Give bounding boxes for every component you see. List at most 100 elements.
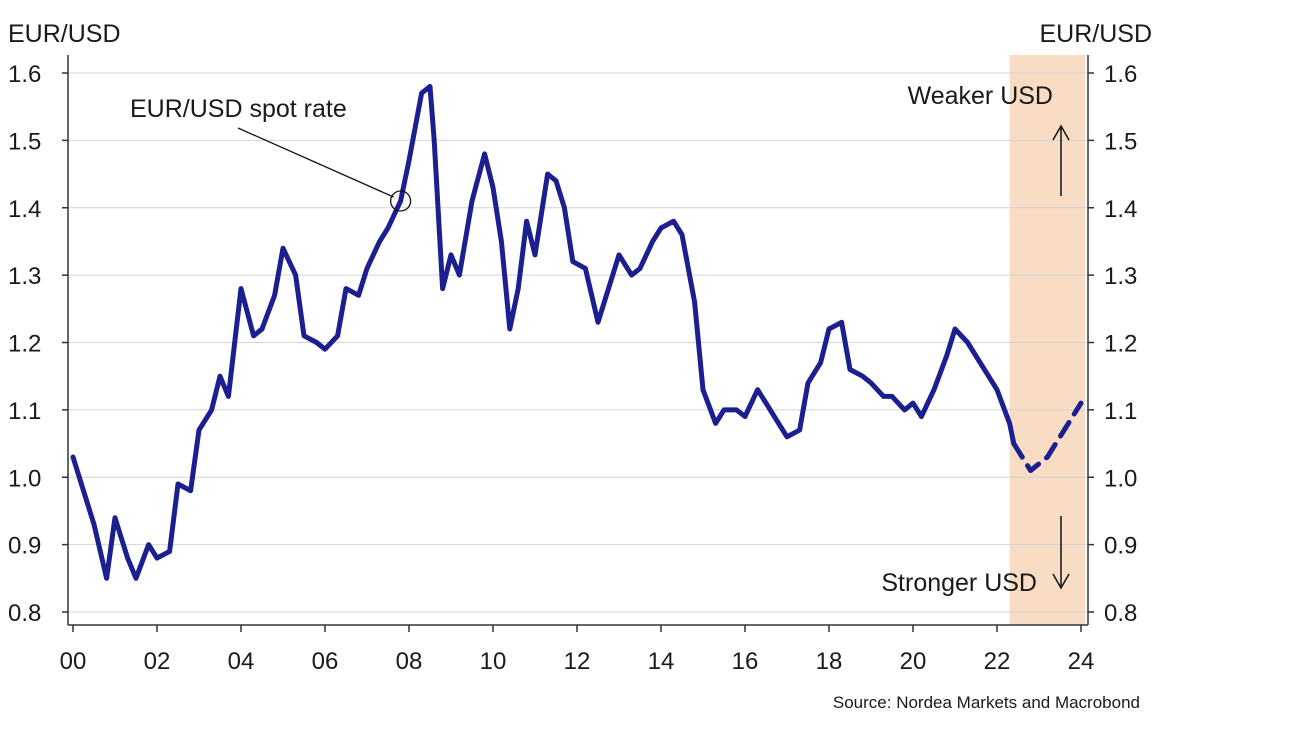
y-tick-label-left: 0.9 bbox=[8, 533, 41, 560]
x-tick-label: 20 bbox=[900, 648, 927, 675]
spot-rate-point bbox=[952, 326, 958, 332]
y-tick-label-left: 1.4 bbox=[8, 196, 41, 223]
spot-rate-point bbox=[335, 333, 340, 338]
forecast-point bbox=[1045, 454, 1050, 460]
weaker-usd-label: Weaker USD bbox=[908, 82, 1053, 110]
spot-rate-point bbox=[986, 373, 991, 379]
spot-rate-point bbox=[776, 421, 781, 426]
x-tick-label: 24 bbox=[1068, 648, 1095, 675]
spot-rate-point bbox=[994, 387, 1000, 392]
spot-rate-point bbox=[133, 576, 139, 581]
forecast-shading bbox=[1009, 55, 1086, 625]
spot-rate-point bbox=[881, 394, 886, 399]
spot-rate-point bbox=[755, 387, 760, 392]
spot-rate-point bbox=[826, 326, 832, 332]
spot-rate-point bbox=[440, 286, 445, 291]
spot-rate-point bbox=[406, 158, 412, 163]
spot-rate-point bbox=[167, 549, 172, 554]
y-tick-label-left: 1.5 bbox=[8, 128, 41, 155]
spot-rate-point bbox=[532, 252, 538, 258]
y-tick-label-left: 1.3 bbox=[8, 263, 41, 290]
spot-rate-point bbox=[545, 171, 550, 177]
spot-rate-point bbox=[499, 239, 504, 244]
spot-rate-point bbox=[314, 340, 319, 345]
x-tick-label: 18 bbox=[816, 648, 843, 675]
forecast-point bbox=[1028, 468, 1033, 473]
spot-rate-point bbox=[457, 272, 462, 278]
spot-rate-point bbox=[973, 353, 979, 359]
spot-rate-point bbox=[343, 286, 349, 291]
spot-rate-point bbox=[734, 407, 739, 413]
spot-rate-point bbox=[650, 239, 655, 244]
spot-rate-point bbox=[721, 407, 727, 413]
y-tick-label-left: 1.2 bbox=[8, 331, 41, 358]
spot-rate-point bbox=[398, 198, 403, 204]
spot-rate-point bbox=[448, 252, 454, 258]
spot-rate-point bbox=[553, 178, 559, 183]
x-tick-label: 06 bbox=[312, 648, 339, 675]
spot-rate-point bbox=[868, 380, 874, 386]
forecast-point bbox=[1011, 441, 1016, 446]
spot-rate-point bbox=[671, 219, 676, 224]
spot-rate-point bbox=[322, 347, 328, 352]
spot-rate-point bbox=[91, 522, 97, 527]
y-tick-label-right: 1.3 bbox=[1104, 263, 1137, 290]
spot-rate-point bbox=[209, 407, 214, 413]
y-tick-label-left: 1.0 bbox=[8, 465, 41, 492]
x-tick-label: 16 bbox=[732, 648, 759, 675]
spot-rate-point bbox=[419, 91, 424, 96]
spot-rate-point bbox=[516, 286, 521, 291]
x-tick-label: 00 bbox=[60, 648, 87, 675]
spot-rate-point bbox=[797, 427, 802, 433]
spot-rate-point bbox=[154, 555, 160, 561]
series-lines bbox=[70, 84, 1084, 581]
spot-rate-point bbox=[259, 326, 265, 332]
spot-rate-point bbox=[910, 400, 916, 406]
spot-rate-leader-line bbox=[237, 127, 394, 198]
spot-rate-point bbox=[385, 225, 391, 231]
spot-rate-point bbox=[146, 542, 151, 547]
spot-rate-point bbox=[293, 272, 298, 278]
x-tick-label: 14 bbox=[648, 648, 675, 675]
spot-rate-point bbox=[251, 333, 256, 338]
spot-rate-point bbox=[931, 387, 937, 392]
stronger-usd-label: Stronger USD bbox=[881, 569, 1037, 597]
spot-rate-point bbox=[629, 272, 634, 278]
spot-rate-point bbox=[217, 373, 223, 379]
spot-rate-point bbox=[188, 488, 193, 493]
gridlines bbox=[68, 72, 1088, 613]
spot-rate-point bbox=[562, 205, 567, 210]
spot-rate-point bbox=[595, 320, 601, 325]
spot-rate-point bbox=[226, 394, 231, 399]
spot-rate-point bbox=[175, 481, 181, 487]
spot-rate-point bbox=[839, 320, 844, 325]
spot-rate-point bbox=[104, 576, 109, 581]
up-arrow-head bbox=[1052, 124, 1070, 141]
spot-rate-point bbox=[889, 394, 895, 399]
spot-rate-point bbox=[860, 373, 865, 379]
spot-rate-point bbox=[700, 387, 706, 392]
spot-rate-point bbox=[608, 279, 613, 285]
spot-rate-point bbox=[944, 353, 949, 359]
spot-rate-point bbox=[637, 266, 643, 271]
spot-rate-point bbox=[616, 252, 622, 258]
spot-rate-point bbox=[112, 515, 118, 520]
axes bbox=[67, 55, 1089, 626]
spot-rate-point bbox=[364, 266, 370, 271]
y-tick-label-right: 1.1 bbox=[1104, 398, 1137, 425]
spot-rate-point bbox=[272, 293, 277, 298]
spot-rate-point bbox=[919, 414, 924, 419]
spot-rate-point bbox=[818, 360, 823, 365]
spot-rate-point bbox=[70, 454, 76, 460]
spot-rate-point bbox=[524, 219, 529, 224]
spot-rate-point bbox=[805, 380, 811, 386]
x-tick-label: 04 bbox=[228, 648, 255, 675]
spot-rate-point bbox=[847, 367, 853, 372]
y-tick-label-left: 1.1 bbox=[8, 398, 41, 425]
spot-rate-point bbox=[583, 266, 588, 271]
spot-rate-point bbox=[301, 333, 307, 338]
spot-rate-point bbox=[83, 495, 88, 500]
y-tick-label-right: 1.4 bbox=[1104, 196, 1137, 223]
x-tick-label: 22 bbox=[984, 648, 1011, 675]
y-tick-label-right: 0.9 bbox=[1104, 533, 1137, 560]
